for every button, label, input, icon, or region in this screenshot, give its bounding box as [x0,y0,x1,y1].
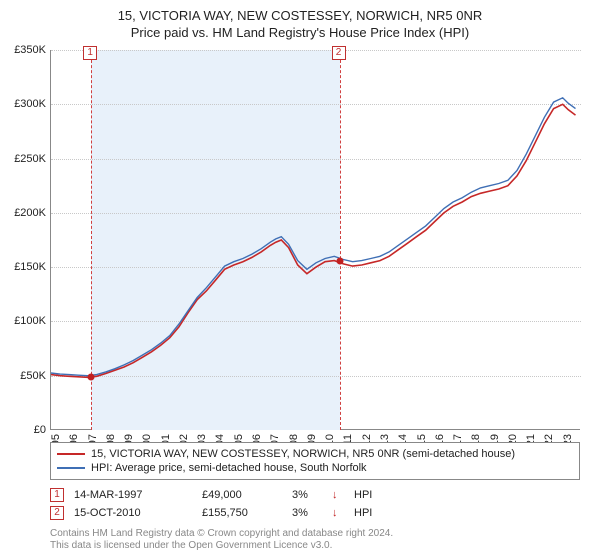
transactions-table: 1 14-MAR-1997 £49,000 3% ↓ HPI 2 15-OCT-… [50,486,580,522]
row-marker: 2 [50,506,64,520]
footer-line2: This data is licensed under the Open Gov… [50,540,580,552]
down-arrow-icon: ↓ [332,507,344,519]
tx-pct: 3% [292,489,322,501]
tx-price: £155,750 [202,507,282,519]
tx-vs: HPI [354,507,372,519]
table-row: 2 15-OCT-2010 £155,750 3% ↓ HPI [50,504,580,522]
legend-swatch [57,467,85,469]
tx-date: 15-OCT-2010 [74,507,192,519]
chart-title-address: 15, VICTORIA WAY, NEW COSTESSEY, NORWICH… [0,0,600,23]
legend: 15, VICTORIA WAY, NEW COSTESSEY, NORWICH… [50,442,580,480]
legend-swatch [57,453,85,455]
line-series-svg [51,50,581,430]
tx-pct: 3% [292,507,322,519]
footer-attribution: Contains HM Land Registry data © Crown c… [50,528,580,552]
tx-price: £49,000 [202,489,282,501]
legend-item-hpi: HPI: Average price, semi-detached house,… [57,461,573,475]
chart-subtitle: Price paid vs. HM Land Registry's House … [0,23,600,40]
row-marker: 1 [50,488,64,502]
legend-label: 15, VICTORIA WAY, NEW COSTESSEY, NORWICH… [91,448,515,460]
tx-vs: HPI [354,489,372,501]
chart-area: £0£50K£100K£150K£200K£250K£300K£350K 199… [50,50,580,430]
plot-box [50,50,580,430]
footer-line1: Contains HM Land Registry data © Crown c… [50,528,580,540]
legend-label: HPI: Average price, semi-detached house,… [91,462,367,474]
down-arrow-icon: ↓ [332,489,344,501]
table-row: 1 14-MAR-1997 £49,000 3% ↓ HPI [50,486,580,504]
legend-item-property: 15, VICTORIA WAY, NEW COSTESSEY, NORWICH… [57,447,573,461]
tx-date: 14-MAR-1997 [74,489,192,501]
